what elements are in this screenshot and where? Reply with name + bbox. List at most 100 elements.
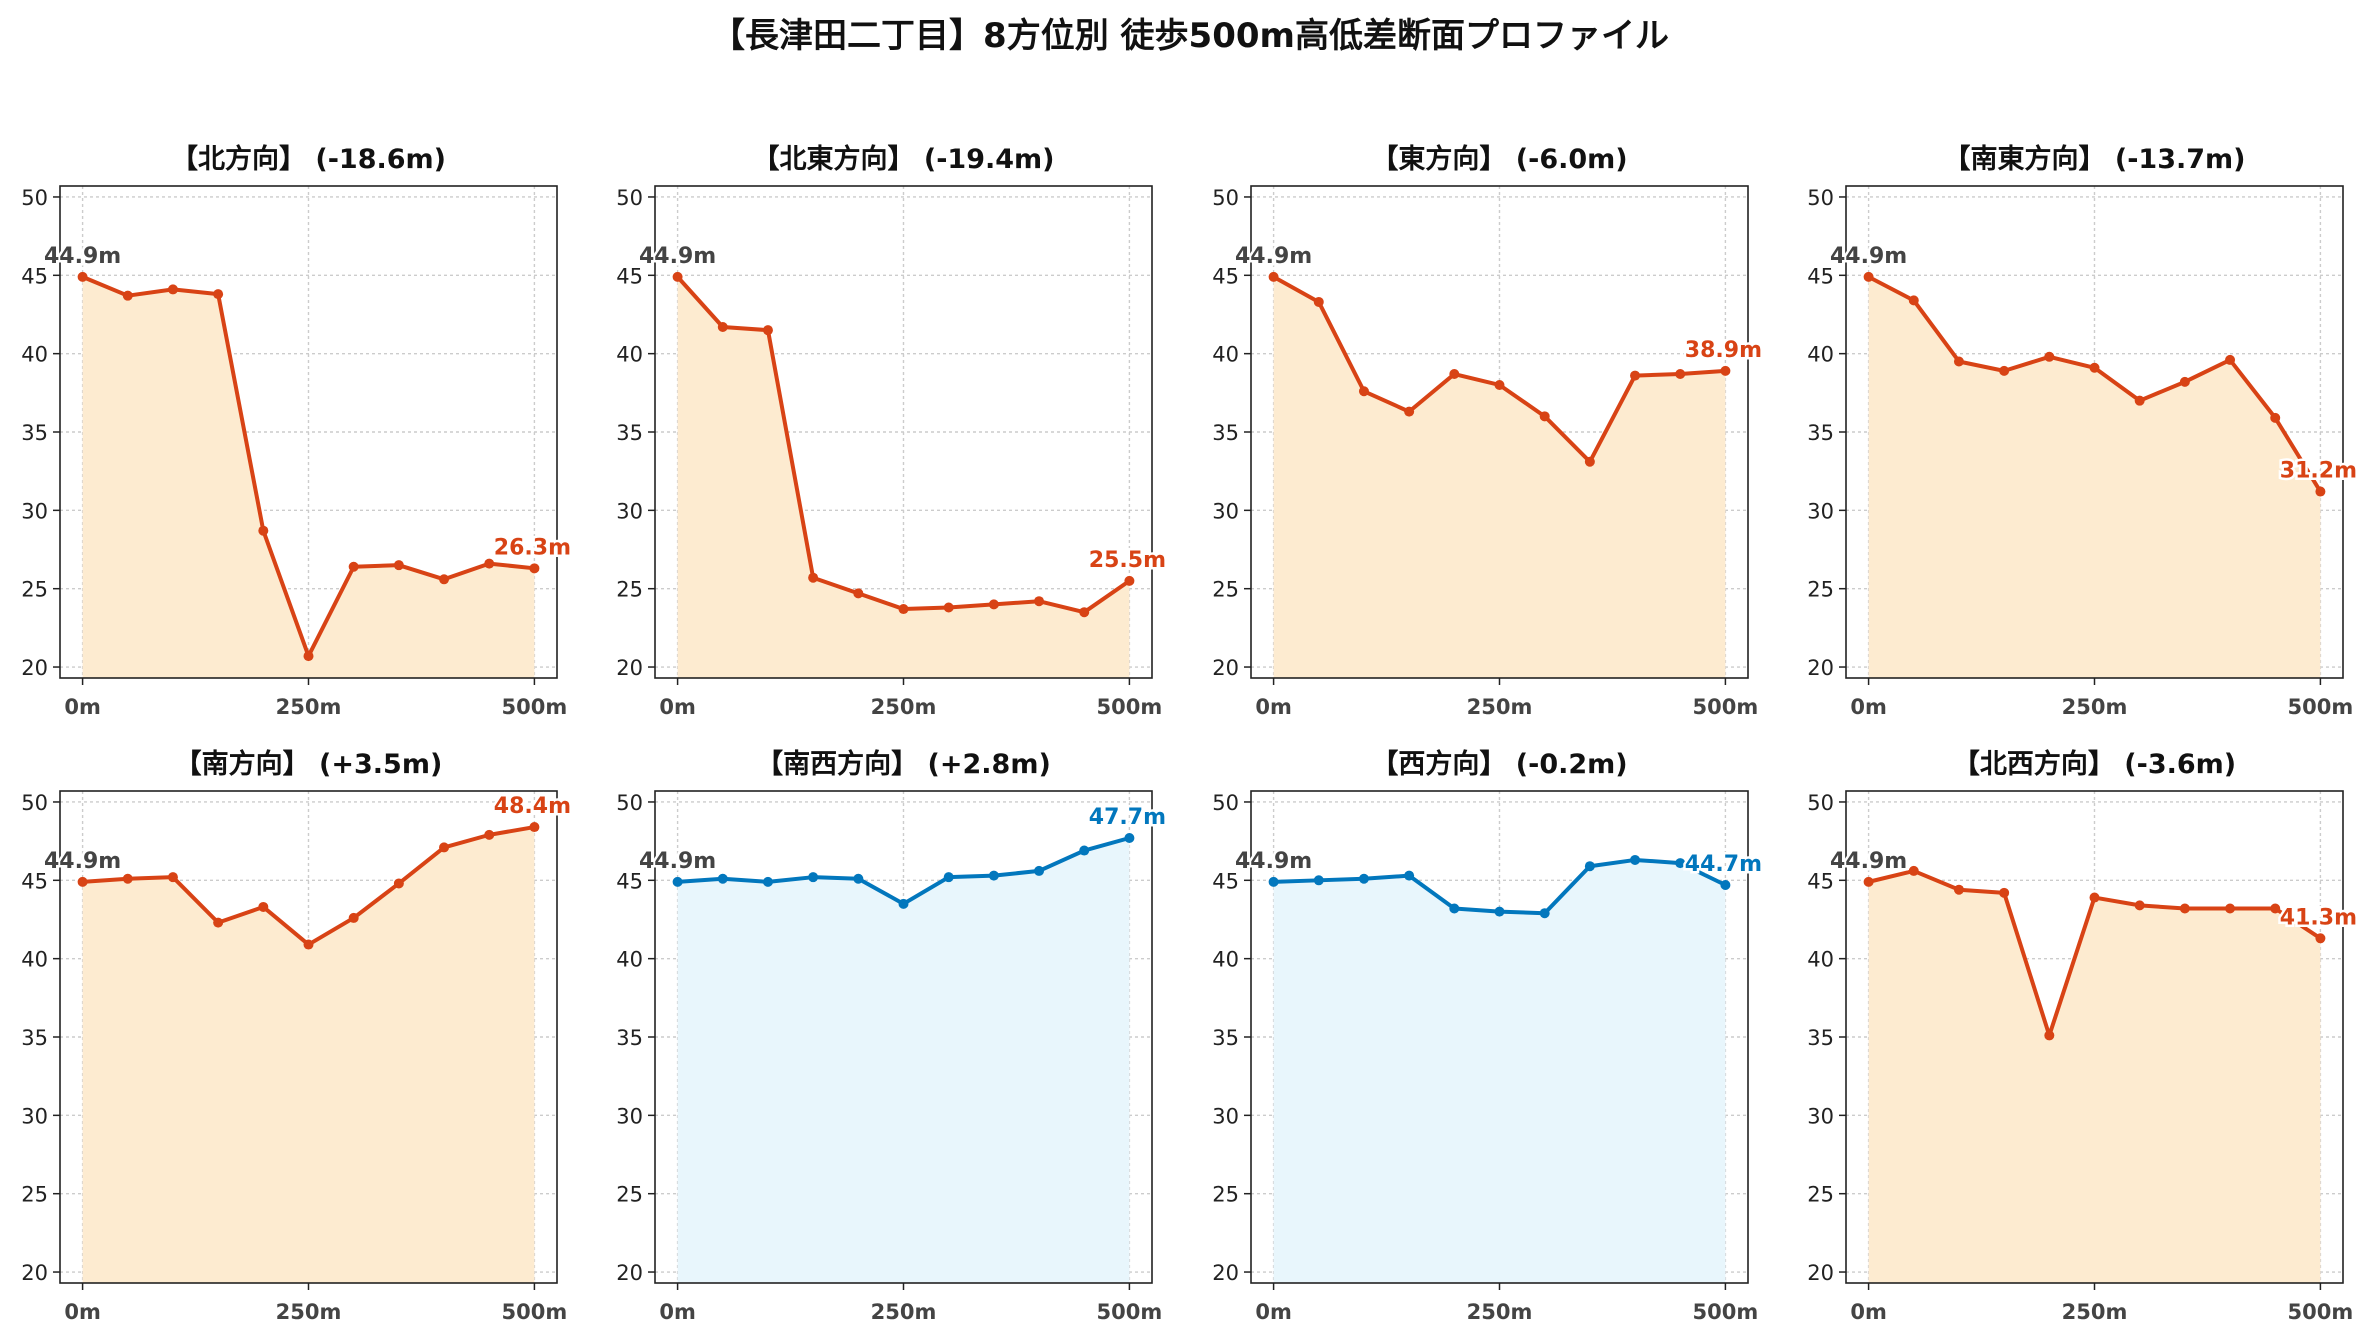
data-point <box>1630 854 1641 865</box>
x-tick-label: 250m <box>2062 695 2128 719</box>
data-point <box>1268 876 1279 887</box>
data-point <box>1863 271 1874 282</box>
y-tick-label: 35 <box>616 1026 643 1050</box>
data-point <box>1358 386 1369 397</box>
x-tick-label: 500m <box>1693 695 1759 719</box>
chart-title: 【東方向】 (-6.0m) <box>1371 143 1627 175</box>
y-tick-label: 20 <box>616 1261 643 1285</box>
y-tick-label: 20 <box>616 656 643 680</box>
y-tick-label: 35 <box>1212 421 1239 445</box>
data-point <box>1539 908 1550 919</box>
y-tick-label: 50 <box>1212 791 1239 815</box>
end-label: 41.3m <box>2280 905 2357 930</box>
data-point <box>1675 858 1686 869</box>
data-point <box>529 822 540 833</box>
data-point <box>898 898 909 909</box>
y-tick-label: 25 <box>1212 1183 1239 1207</box>
y-tick-label: 25 <box>21 1183 48 1207</box>
chart-title: 【北東方向】 (-19.4m) <box>752 143 1054 175</box>
x-tick-label: 0m <box>659 695 696 719</box>
y-tick-label: 40 <box>1807 343 1834 367</box>
y-tick-label: 30 <box>1807 499 1834 523</box>
data-point <box>2089 362 2100 373</box>
y-tick-label: 35 <box>1807 421 1834 445</box>
area-fill <box>1868 276 2321 678</box>
data-point <box>2315 486 2326 497</box>
start-label: 44.9m <box>1235 244 1312 269</box>
y-tick-label: 45 <box>616 869 643 893</box>
x-tick-label: 250m <box>871 695 937 719</box>
y-tick-label: 20 <box>21 656 48 680</box>
area-fill <box>677 276 1130 678</box>
y-tick-label: 45 <box>21 264 48 288</box>
y-tick-label: 20 <box>1212 656 1239 680</box>
data-point <box>717 322 728 333</box>
end-label: 26.3m <box>494 535 571 560</box>
data-point <box>1539 411 1550 422</box>
data-point <box>2044 1030 2055 1041</box>
end-label: 48.4m <box>494 794 571 819</box>
data-point <box>1908 865 1919 876</box>
area-fill <box>1868 870 2321 1283</box>
data-point <box>2225 903 2236 914</box>
data-point <box>77 876 88 887</box>
x-tick-label: 500m <box>1097 1300 1163 1324</box>
x-tick-label: 500m <box>2288 1300 2354 1324</box>
x-tick-label: 500m <box>2288 695 2354 719</box>
chart-title: 【北方向】 (-18.6m) <box>171 143 446 175</box>
y-tick-label: 50 <box>1807 791 1834 815</box>
data-point <box>1720 880 1731 891</box>
y-tick-label: 30 <box>616 499 643 523</box>
data-point <box>167 872 178 883</box>
y-tick-label: 45 <box>1807 869 1834 893</box>
data-point <box>943 602 954 613</box>
data-point <box>1999 365 2010 376</box>
data-point <box>853 588 864 599</box>
x-tick-label: 500m <box>1693 1300 1759 1324</box>
data-point <box>943 872 954 883</box>
data-point <box>1358 873 1369 884</box>
data-point <box>439 842 450 853</box>
data-point <box>1034 865 1045 876</box>
area-fill <box>82 827 535 1283</box>
y-tick-label: 25 <box>616 578 643 602</box>
data-point <box>672 271 683 282</box>
y-tick-label: 40 <box>21 948 48 972</box>
y-tick-label: 50 <box>616 791 643 815</box>
chart-title: 【南方向】 (+3.5m) <box>175 748 443 780</box>
y-tick-label: 20 <box>21 1261 48 1285</box>
end-label: 25.5m <box>1089 548 1166 573</box>
start-label: 44.9m <box>639 244 716 269</box>
y-tick-label: 25 <box>1807 578 1834 602</box>
data-point <box>1404 870 1415 881</box>
data-point <box>1313 875 1324 886</box>
y-tick-label: 35 <box>1807 1026 1834 1050</box>
start-label: 44.9m <box>639 849 716 874</box>
end-label: 31.2m <box>2280 459 2357 484</box>
data-point <box>2179 376 2190 387</box>
y-tick-label: 50 <box>1807 186 1834 210</box>
x-tick-label: 0m <box>1850 695 1887 719</box>
data-point <box>672 876 683 887</box>
x-tick-label: 250m <box>1467 695 1533 719</box>
area-fill <box>1273 859 1726 1283</box>
data-point <box>1404 406 1415 417</box>
y-tick-label: 40 <box>21 343 48 367</box>
x-tick-label: 250m <box>871 1300 937 1324</box>
data-point <box>1630 370 1641 381</box>
start-label: 44.9m <box>1830 849 1907 874</box>
y-tick-label: 30 <box>1212 499 1239 523</box>
y-tick-label: 50 <box>21 186 48 210</box>
end-label: 47.7m <box>1089 805 1166 830</box>
data-point <box>2134 900 2145 911</box>
x-tick-label: 0m <box>64 695 101 719</box>
y-tick-label: 35 <box>1212 1026 1239 1050</box>
